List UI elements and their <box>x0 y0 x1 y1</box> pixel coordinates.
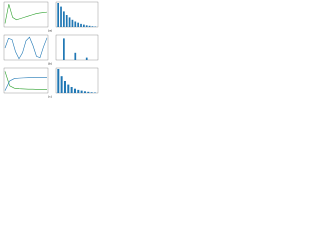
bar <box>60 6 62 27</box>
line <box>4 71 47 90</box>
bar <box>63 81 66 93</box>
bar <box>90 92 93 93</box>
caption: (a) <box>48 29 52 33</box>
axes-frame <box>55 34 99 61</box>
bar <box>60 76 63 93</box>
bar <box>85 25 88 27</box>
bar <box>77 89 80 93</box>
figure: (a) (b) (c) <box>3 1 99 99</box>
bar <box>74 52 77 60</box>
axes-frame <box>3 34 49 61</box>
axes-frame <box>55 67 99 94</box>
bar <box>80 90 83 93</box>
bar <box>71 19 74 27</box>
line <box>4 4 48 24</box>
bar <box>67 84 70 93</box>
caption: (b) <box>48 62 52 66</box>
bar <box>57 69 60 93</box>
bar <box>88 25 91 27</box>
bar <box>91 26 94 27</box>
bar <box>73 88 76 93</box>
bar <box>63 38 65 60</box>
bar <box>57 3 60 27</box>
bar <box>85 57 88 60</box>
line <box>4 77 47 91</box>
bar <box>74 21 77 27</box>
caption: (c) <box>48 95 52 99</box>
axes-frame <box>55 1 99 28</box>
bar <box>63 11 65 27</box>
bar <box>87 91 90 93</box>
axes-frame <box>3 1 49 28</box>
bar <box>70 87 73 93</box>
bar <box>83 24 85 27</box>
bar <box>65 15 68 27</box>
bar <box>83 91 86 93</box>
axes-frame <box>3 67 49 94</box>
bar <box>77 22 80 27</box>
line <box>4 36 48 60</box>
bar <box>68 17 71 27</box>
bar <box>80 23 82 27</box>
